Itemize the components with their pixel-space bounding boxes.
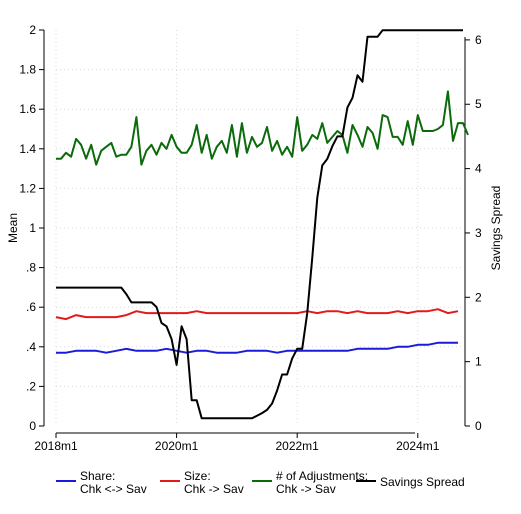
y-left-tick-label: .8 <box>26 261 36 275</box>
y-right-tick-label: 0 <box>475 419 482 433</box>
series-line-3 <box>56 90 469 166</box>
y-left-tick-label: 0 <box>29 419 36 433</box>
y-right-tick-label: 1 <box>475 355 482 369</box>
y-left-tick-label: 1.4 <box>19 142 36 156</box>
y-left-tick-label: .6 <box>26 300 36 314</box>
y-left-tick-label: .2 <box>26 379 36 393</box>
series-line-4 <box>56 29 463 420</box>
y-right-tick-label: 6 <box>475 33 482 47</box>
legend: Share: Chk <-> Sav Size: Chk -> Sav # of Adj… <box>56 469 465 496</box>
y-left-tick-label: 2 <box>29 23 36 37</box>
y-right-tick-label: 3 <box>475 226 482 240</box>
y-left-tick-label: 1 <box>29 221 36 235</box>
y-right-tick-label: 2 <box>475 290 482 304</box>
y-right-tick-label: 4 <box>475 162 482 176</box>
legend-label-3: # of Adjustments: Chk -> Sav <box>276 469 368 496</box>
series-line-1 <box>56 341 458 354</box>
y-right-tick-label: 5 <box>475 97 482 111</box>
ticks: 0 .2 .4 .6 .8 1 1.2 1.4 1.6 1.8 2 0 1 2 3 4 5 6 2018m1 2020… <box>19 23 482 453</box>
series <box>55 29 469 420</box>
y-axis-left-title: Mean <box>6 213 20 243</box>
legend-label-2: Size: Chk -> Sav <box>184 469 244 496</box>
x-tick-label: 2020m1 <box>155 439 199 453</box>
y-axis-right-title: Savings Spread <box>489 186 503 271</box>
y-left-tick-label: 1.2 <box>19 181 36 195</box>
legend-label-4: Savings Spread <box>380 475 465 489</box>
series-line-2 <box>55 308 459 321</box>
y-left-tick-label: .4 <box>26 340 36 354</box>
y-left-tick-label: 1.6 <box>19 102 36 116</box>
x-tick-label: 2024m1 <box>396 439 440 453</box>
y-left-tick-label: 1.8 <box>19 63 36 77</box>
legend-label-1: Share: Chk <-> Sav <box>80 469 147 496</box>
x-tick-label: 2018m1 <box>34 439 78 453</box>
x-tick-label: 2022m1 <box>275 439 319 453</box>
